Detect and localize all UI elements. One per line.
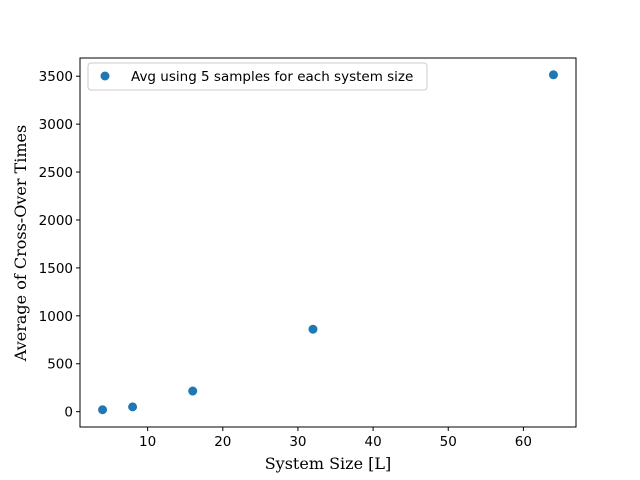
y-tick-label: 0 [64,405,73,421]
x-tick-label: 40 [364,434,381,450]
y-tick-label: 1000 [39,309,73,325]
y-tick-label: 2000 [39,213,73,229]
data-point [128,402,138,412]
x-tick-label: 50 [440,434,457,450]
y-axis-ticks: 0 500 1000 1500 2000 2500 3000 3500 [39,69,80,421]
x-axis-ticks: 10 20 30 40 50 60 [139,427,532,450]
y-tick-label: 3500 [39,69,73,85]
x-tick-label: 20 [214,434,231,450]
data-point [98,405,108,415]
data-points [98,70,558,415]
y-tick-label: 3000 [39,117,73,133]
x-tick-label: 60 [515,434,532,450]
legend-box [87,62,428,91]
data-point [188,386,198,396]
y-tick-label: 2500 [39,165,73,181]
x-axis-label: System Size [L] [265,454,392,473]
plot-area [79,57,577,428]
legend-label: Avg using 5 samples for each system size [131,69,413,85]
x-tick-label: 10 [139,434,156,450]
legend: Avg using 5 samples for each system size [87,62,428,91]
plot-frame [79,57,577,428]
legend-marker [100,71,110,81]
y-axis-label: Average of Cross-Over Times [11,125,30,362]
x-tick-label: 30 [289,434,306,450]
y-tick-label: 1500 [39,261,73,277]
data-point [308,324,318,334]
data-point [548,70,558,80]
y-tick-label: 500 [47,357,73,373]
